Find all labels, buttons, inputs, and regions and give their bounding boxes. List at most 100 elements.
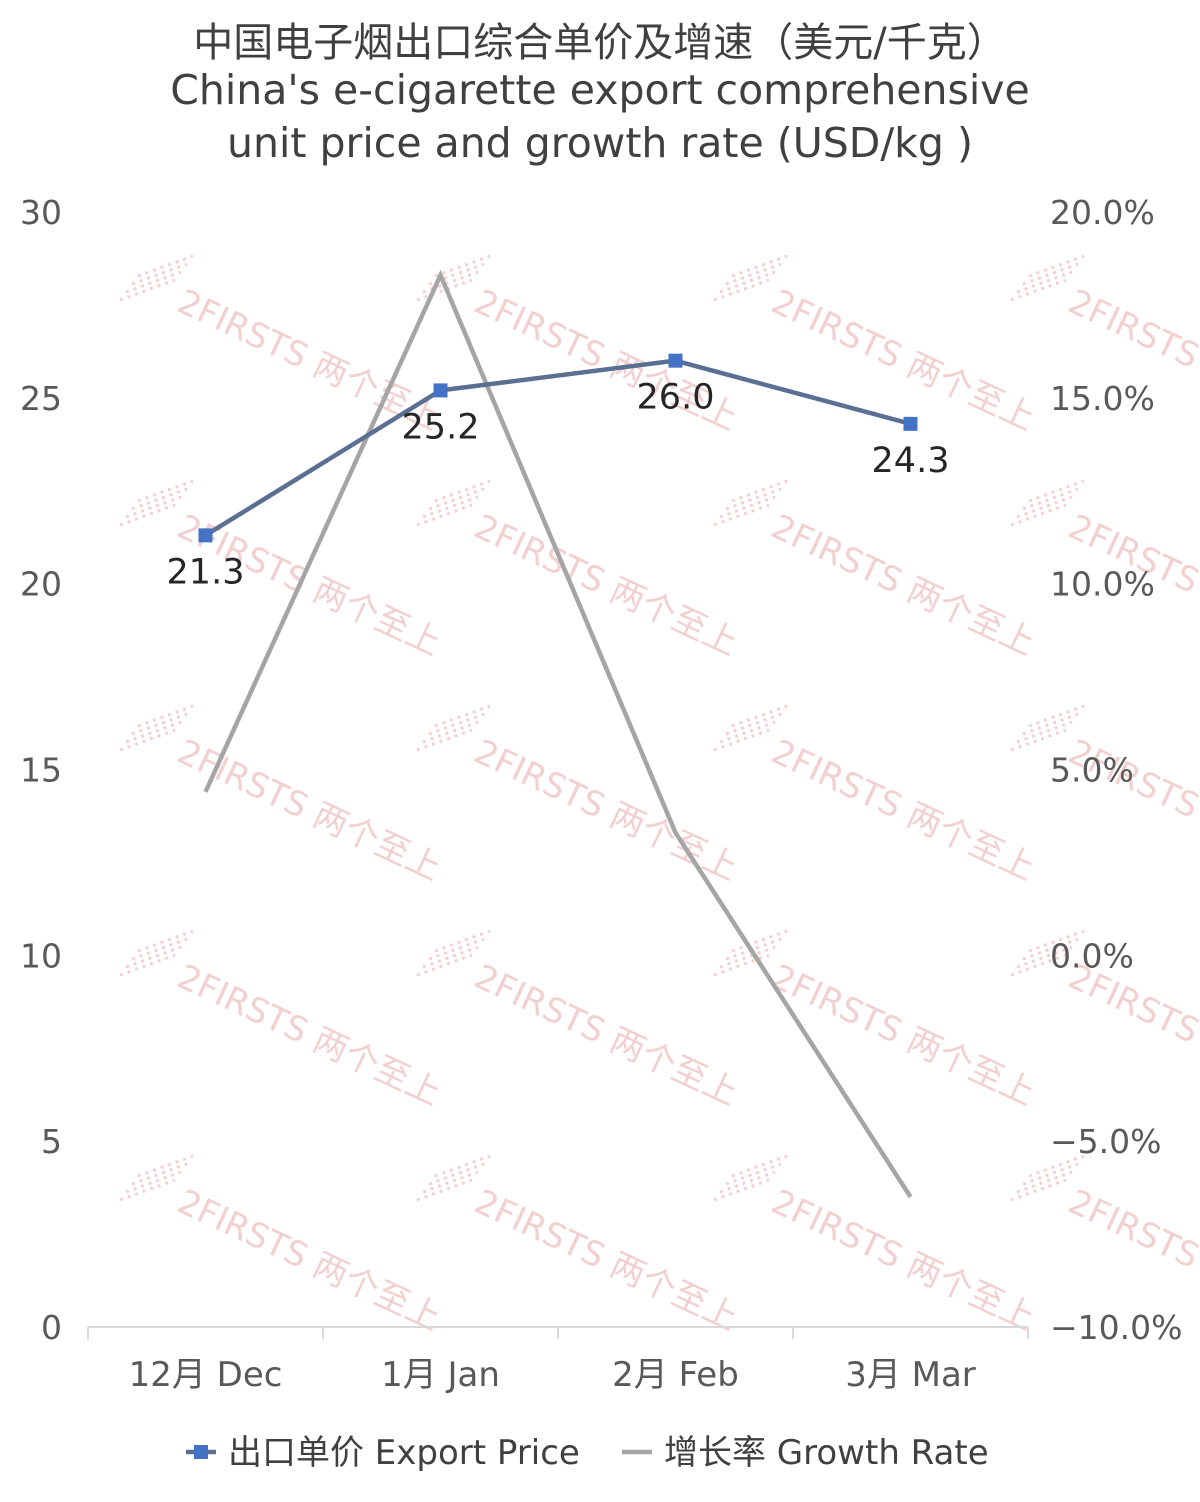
watermark-stroke [1010, 278, 1067, 302]
legend-export-price-label: 出口单价 Export Price [228, 1433, 580, 1473]
legend-export-price-marker [194, 1445, 208, 1459]
watermark-stroke [137, 929, 194, 953]
export-price-marker [433, 383, 448, 398]
watermark-stroke [1022, 262, 1079, 286]
watermark-stroke [131, 487, 188, 511]
watermark-stroke [125, 720, 182, 744]
watermark-stroke [1016, 495, 1073, 519]
y-right-tick-label: 20.0% [1050, 193, 1155, 232]
watermark-text: 2FIRSTS 两个至上 [1062, 957, 1200, 1114]
y-right-tick-label: 5.0% [1050, 751, 1134, 790]
watermark-stroke [131, 262, 188, 286]
watermark-text: 2FIRSTS 两个至上 [765, 282, 1041, 439]
watermark-stroke [713, 278, 770, 302]
watermark-stroke [731, 929, 788, 953]
watermark-stroke [725, 937, 782, 961]
export-price-marker [668, 353, 683, 368]
y-left-tick-label: 5 [41, 1122, 62, 1161]
watermark-stroke [434, 929, 491, 953]
watermark-logo: 2FIRSTS 两个至上 [416, 479, 744, 664]
watermark-stroke [137, 704, 194, 728]
watermark-text: 2FIRSTS 两个至上 [468, 957, 744, 1114]
watermark-stroke [422, 945, 479, 969]
y-right-tick-label: −10.0% [1050, 1308, 1182, 1347]
watermark-logo: 2FIRSTS 两个至上 [713, 1154, 1041, 1339]
x-tick-label: 3月 Mar [845, 1355, 976, 1395]
growth-rate-line [203, 269, 913, 1199]
watermark-stroke [428, 487, 485, 511]
watermark-stroke [1010, 953, 1067, 977]
watermark-stroke [434, 254, 491, 278]
chart-title-en-line1: China's e-cigarette export comprehensive [170, 66, 1030, 114]
y-left-tick-label: 20 [20, 565, 62, 604]
watermark-stroke [1028, 479, 1085, 503]
watermark-stroke [422, 1170, 479, 1194]
watermark-stroke [119, 728, 176, 752]
watermark-stroke [1022, 1162, 1079, 1186]
watermark-stroke [125, 945, 182, 969]
watermark-stroke [131, 712, 188, 736]
watermark-stroke [1022, 487, 1079, 511]
axes-layer: 12月 Dec 1月 Jan 2月 Feb 3月 Mar 0 5 10 15 20 25 30 −10… [20, 193, 1182, 1395]
watermark-stroke [731, 1154, 788, 1178]
watermark-stroke [719, 270, 776, 294]
watermark-text: 2FIRSTS 两个至上 [468, 732, 744, 889]
watermark-stroke [428, 1162, 485, 1186]
watermark-text: 2FIRSTS 两个至上 [171, 732, 447, 889]
chart-title-en-line2: unit price and growth rate (USD/kg ) [227, 119, 973, 167]
data-labels-layer: 21.3 25.2 26.0 24.3 [167, 378, 950, 593]
watermark-stroke [1016, 1170, 1073, 1194]
watermark-stroke [1010, 503, 1067, 527]
watermark-stroke [719, 1170, 776, 1194]
watermark-stroke [725, 487, 782, 511]
export-price-marker [903, 416, 918, 431]
watermark-stroke [1028, 1154, 1085, 1178]
watermark-stroke [719, 720, 776, 744]
watermark-stroke [125, 270, 182, 294]
watermark-text: 2FIRSTS 两个至上 [171, 957, 447, 1114]
watermark-stroke [1028, 704, 1085, 728]
watermark-stroke [428, 712, 485, 736]
watermark-stroke [422, 720, 479, 744]
watermark-text: 2FIRSTS 两个至上 [468, 507, 744, 664]
watermark-logo: 2FIRSTS 两个至上 [119, 254, 447, 439]
watermark-stroke [137, 479, 194, 503]
y-right-tick-label: 0.0% [1050, 936, 1134, 975]
y-left-tick-label: 30 [20, 193, 62, 232]
watermark-stroke [422, 495, 479, 519]
watermark-text: 2FIRSTS 两个至上 [171, 1182, 447, 1339]
watermark-stroke [1028, 929, 1085, 953]
y-left-tick-label: 0 [41, 1308, 62, 1347]
watermark-stroke [416, 1178, 473, 1202]
watermark-text: 2FIRSTS 两个至上 [468, 1182, 744, 1339]
watermark-logo: 2FIRSTS 两个至上 [1010, 704, 1200, 889]
watermark-logo: 2FIRSTS 两个至上 [713, 929, 1041, 1114]
watermark-stroke [713, 953, 770, 977]
watermark-stroke [428, 937, 485, 961]
watermark-stroke [731, 479, 788, 503]
export-price-data-label: 24.3 [872, 441, 950, 481]
watermark-stroke [416, 278, 473, 302]
x-tick-label: 1月 Jan [381, 1355, 500, 1395]
y-right-tick-label: −5.0% [1050, 1122, 1162, 1161]
x-tick-label: 12月 Dec [129, 1355, 283, 1395]
watermark-stroke [137, 1154, 194, 1178]
watermark-stroke [719, 945, 776, 969]
watermark-logo: 2FIRSTS 两个至上 [713, 704, 1041, 889]
y-right-tick-label: 15.0% [1050, 379, 1155, 418]
watermark-stroke [125, 495, 182, 519]
watermark-stroke [416, 503, 473, 527]
watermark-stroke [713, 503, 770, 527]
watermark-stroke [713, 728, 770, 752]
watermark-stroke [725, 1162, 782, 1186]
watermark-stroke [119, 278, 176, 302]
watermark-stroke [131, 1162, 188, 1186]
watermark-stroke [119, 503, 176, 527]
export-price-data-label: 21.3 [167, 552, 245, 592]
watermark-stroke [125, 1170, 182, 1194]
watermark-stroke [1016, 945, 1073, 969]
watermark-logo: 2FIRSTS 两个至上 [416, 929, 744, 1114]
legend-growth-rate-label: 增长率 Growth Rate [664, 1433, 989, 1473]
